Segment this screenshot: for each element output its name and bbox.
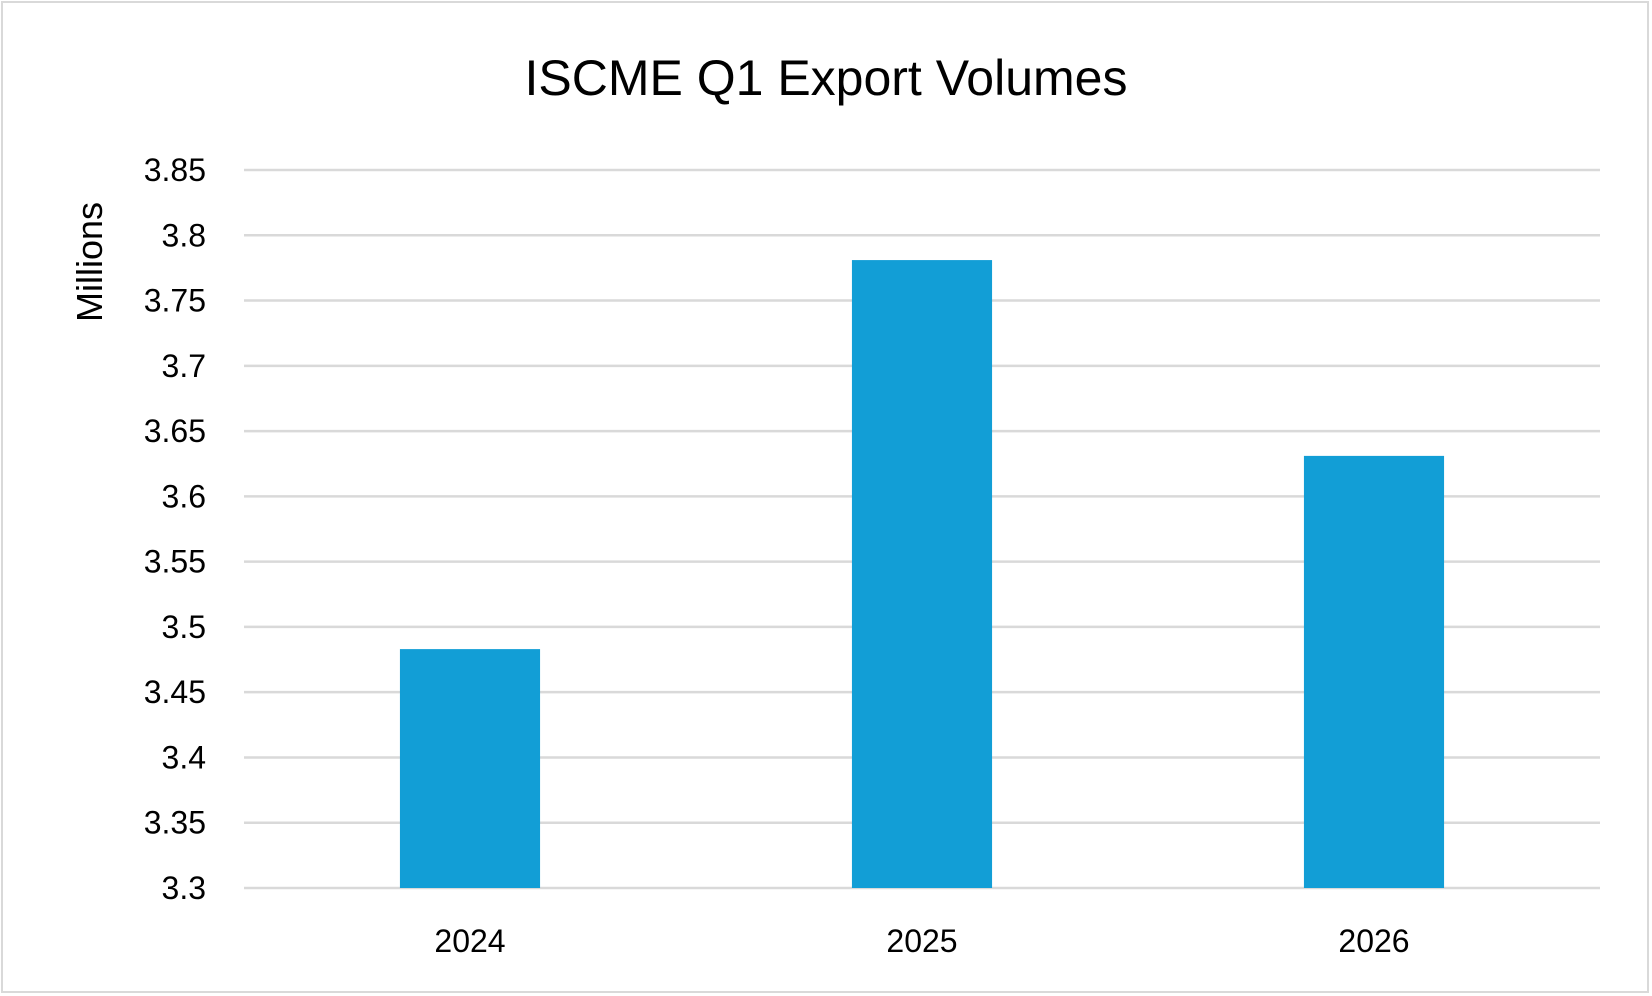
y-tick-label: 3.75 [144,283,206,319]
bar-2024 [399,649,541,888]
x-tick-label: 2025 [886,923,957,959]
y-tick-label: 3.35 [144,805,206,841]
x-tick-label: 2024 [434,923,505,959]
y-tick-label: 3.6 [162,478,206,514]
y-tick-label: 3.55 [144,544,206,580]
y-axis-title: Millions [69,202,110,322]
x-tick-label: 2026 [1338,923,1409,959]
bar-2026 [1303,455,1445,888]
bar-2025 [851,260,993,888]
y-tick-label: 3.85 [144,152,206,188]
y-tick-label: 3.3 [162,870,206,906]
y-tick-label: 3.45 [144,674,206,710]
y-tick-label: 3.8 [162,217,206,253]
x-axis-ticks: 2024 2025 2026 [434,923,1409,959]
y-axis-ticks: 3.3 3.35 3.4 3.45 3.5 3.55 3.6 3.65 3.7 3.75 3.8 3.… [144,152,206,906]
y-tick-label: 3.5 [162,609,206,645]
bars [399,260,1445,888]
chart-title: ISCME Q1 Export Volumes [524,50,1127,106]
y-tick-label: 3.4 [162,739,206,775]
y-tick-label: 3.65 [144,413,206,449]
y-tick-label: 3.7 [162,348,206,384]
